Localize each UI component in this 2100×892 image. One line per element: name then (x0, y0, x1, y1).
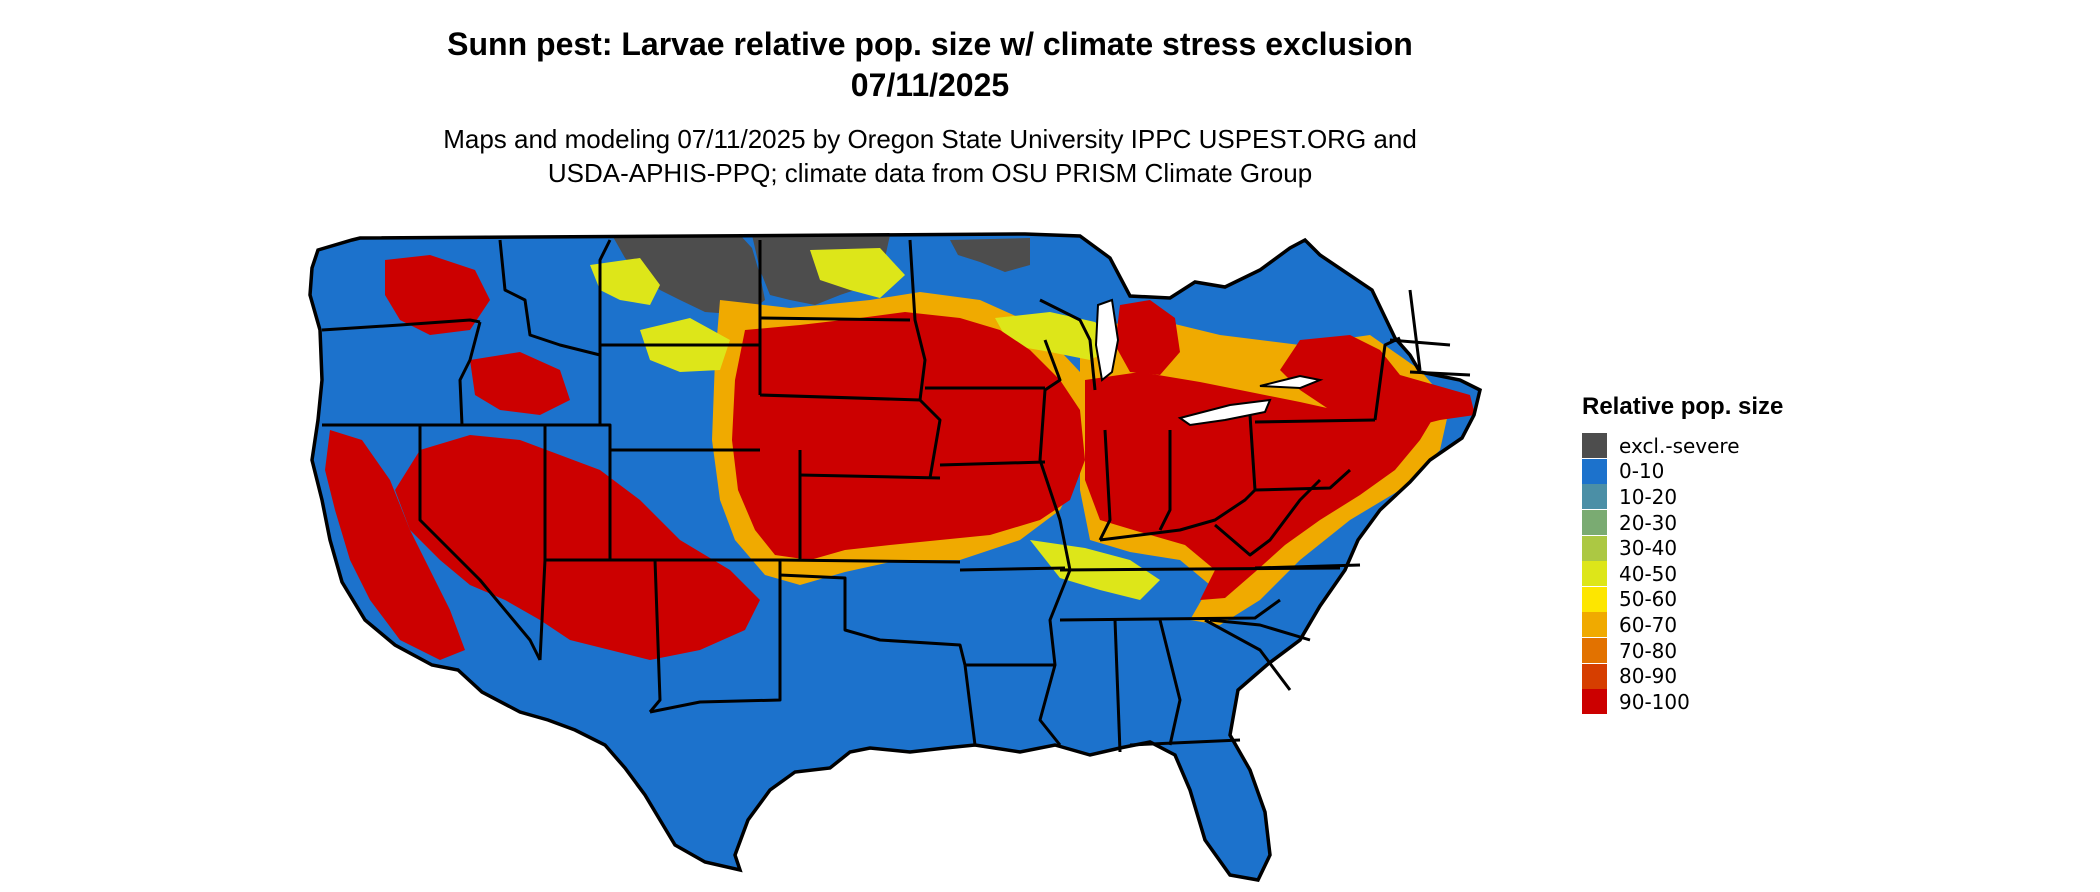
legend-label: 40-50 (1619, 561, 1678, 586)
legend-swatch (1582, 586, 1607, 612)
great-lakes (1094, 298, 1324, 427)
map-subtitle: Maps and modeling 07/11/2025 by Oregon S… (380, 122, 1480, 190)
border-ca-nv (418, 425, 542, 661)
legend-swatch (1582, 689, 1607, 715)
border-sd-ne (759, 393, 921, 402)
legend-item: 20-30 (1582, 510, 1783, 536)
border-ga-sc (1204, 618, 1292, 691)
legend-label: 30-40 (1619, 536, 1678, 561)
subtitle-line-2: USDA-APHIS-PPQ; climate data from OSU PR… (547, 158, 1313, 188)
legend-item: 50-60 (1582, 586, 1783, 613)
border-ky-oh-wv (1099, 488, 1257, 542)
title-line-1: Sunn pest: Larvae relative pop. size w/ … (447, 26, 1413, 62)
legend-label: 50-60 (1619, 587, 1678, 612)
border-tn-south (1059, 598, 1281, 622)
us-map-svg (308, 232, 1482, 882)
legend-label: excl.-severe (1619, 433, 1740, 458)
legend-item: 0-10 (1582, 458, 1783, 485)
legend-label: 10-20 (1619, 484, 1678, 509)
border-ks-ok (779, 558, 961, 564)
legend-label: 80-90 (1619, 664, 1678, 689)
border-sc-nc (1209, 618, 1311, 642)
legend-title: Relative pop. size (1582, 393, 1784, 420)
lower-zone-great-lakes (995, 312, 1120, 360)
high-zone-northwest (385, 255, 490, 335)
us-map (300, 222, 1560, 892)
border-va-md (1254, 468, 1352, 492)
border-or-id (458, 321, 482, 426)
legend-swatch (1582, 484, 1607, 510)
border-id-wy (598, 239, 612, 350)
border-dakotas-mn (908, 239, 942, 479)
border-wv-va (1214, 478, 1322, 557)
legend-item: 90-100 (1582, 689, 1783, 715)
border-nc-va (1254, 563, 1361, 570)
border-az-nm (545, 558, 662, 713)
high-zone-southwest (395, 435, 760, 660)
high-zone-idaho (470, 352, 570, 415)
border-al-ga (1158, 619, 1182, 746)
border-nd-sd (759, 316, 911, 322)
excluded-zone-minnesota-north (950, 238, 1030, 272)
border-wi-mi (1039, 298, 1097, 391)
legend-items: excl.-severe 0-10 10-20 20-30 30-40 40-50 50-6… (1582, 433, 1783, 715)
border-ms-river (1038, 339, 1072, 746)
legend-item: 60-70 (1582, 612, 1783, 638)
excluded-zone-northern-plains (612, 235, 765, 315)
border-ky-tn (1059, 566, 1341, 572)
title-date: 07/11/2025 (850, 67, 1010, 103)
legend-item: 40-50 (1582, 561, 1783, 587)
border-nm-tx (649, 560, 782, 714)
legend-swatch (1582, 663, 1607, 689)
legend-swatch (1582, 638, 1607, 664)
legend-label: 0-10 (1619, 459, 1665, 484)
high-zone-ohio-valley (1085, 372, 1435, 600)
high-zone-new-england (1280, 335, 1475, 430)
legend-item: 70-80 (1582, 638, 1783, 664)
legend-swatch (1582, 458, 1607, 484)
legend-item: 30-40 (1582, 535, 1783, 561)
lower-zone-montana (590, 258, 660, 305)
border-il-in (1098, 429, 1112, 541)
legend-swatch (1582, 433, 1607, 459)
border-wa-or (321, 318, 481, 332)
border-mo-ar (959, 566, 1066, 572)
legend-label: 60-70 (1619, 612, 1678, 637)
high-zone-michigan (1115, 300, 1180, 375)
legend-swatch (1582, 535, 1607, 561)
legend-label: 20-30 (1619, 510, 1678, 535)
high-zone-corn-belt (732, 312, 1085, 560)
lower-zone-north-plains (810, 248, 905, 298)
border-in-oh (1158, 430, 1172, 531)
border-ia-mo (939, 460, 1046, 467)
map-title: Sunn pest: Larvae relative pop. size w/ … (380, 24, 1480, 106)
border-oh-pa (1248, 414, 1257, 491)
subtitle-line-1: Maps and modeling 07/11/2025 by Oregon S… (443, 124, 1417, 154)
border-pa-ny (1254, 418, 1376, 424)
legend-swatch (1582, 561, 1607, 587)
legend-swatch (1582, 510, 1607, 536)
legend-item: 10-20 (1582, 484, 1783, 510)
legend-label: 90-100 (1619, 689, 1690, 714)
border-ok-tx (779, 573, 967, 666)
border-ga-fl (1129, 738, 1241, 747)
legend-swatch (1582, 612, 1607, 638)
border-tx-la (963, 664, 977, 746)
legend-item: 80-90 (1582, 663, 1783, 689)
legend-item: excl.-severe (1582, 433, 1783, 459)
legend: Relative pop. size excl.-severe 0-10 10-20… (1582, 393, 1783, 715)
legend-label: 70-80 (1619, 638, 1678, 663)
border-ne-ks (799, 473, 941, 480)
border-ms-al (1113, 619, 1122, 753)
high-zone-california (325, 430, 465, 660)
border-id-mt (498, 239, 601, 357)
border-ut-co (598, 350, 612, 560)
climate-raster (310, 234, 1480, 880)
